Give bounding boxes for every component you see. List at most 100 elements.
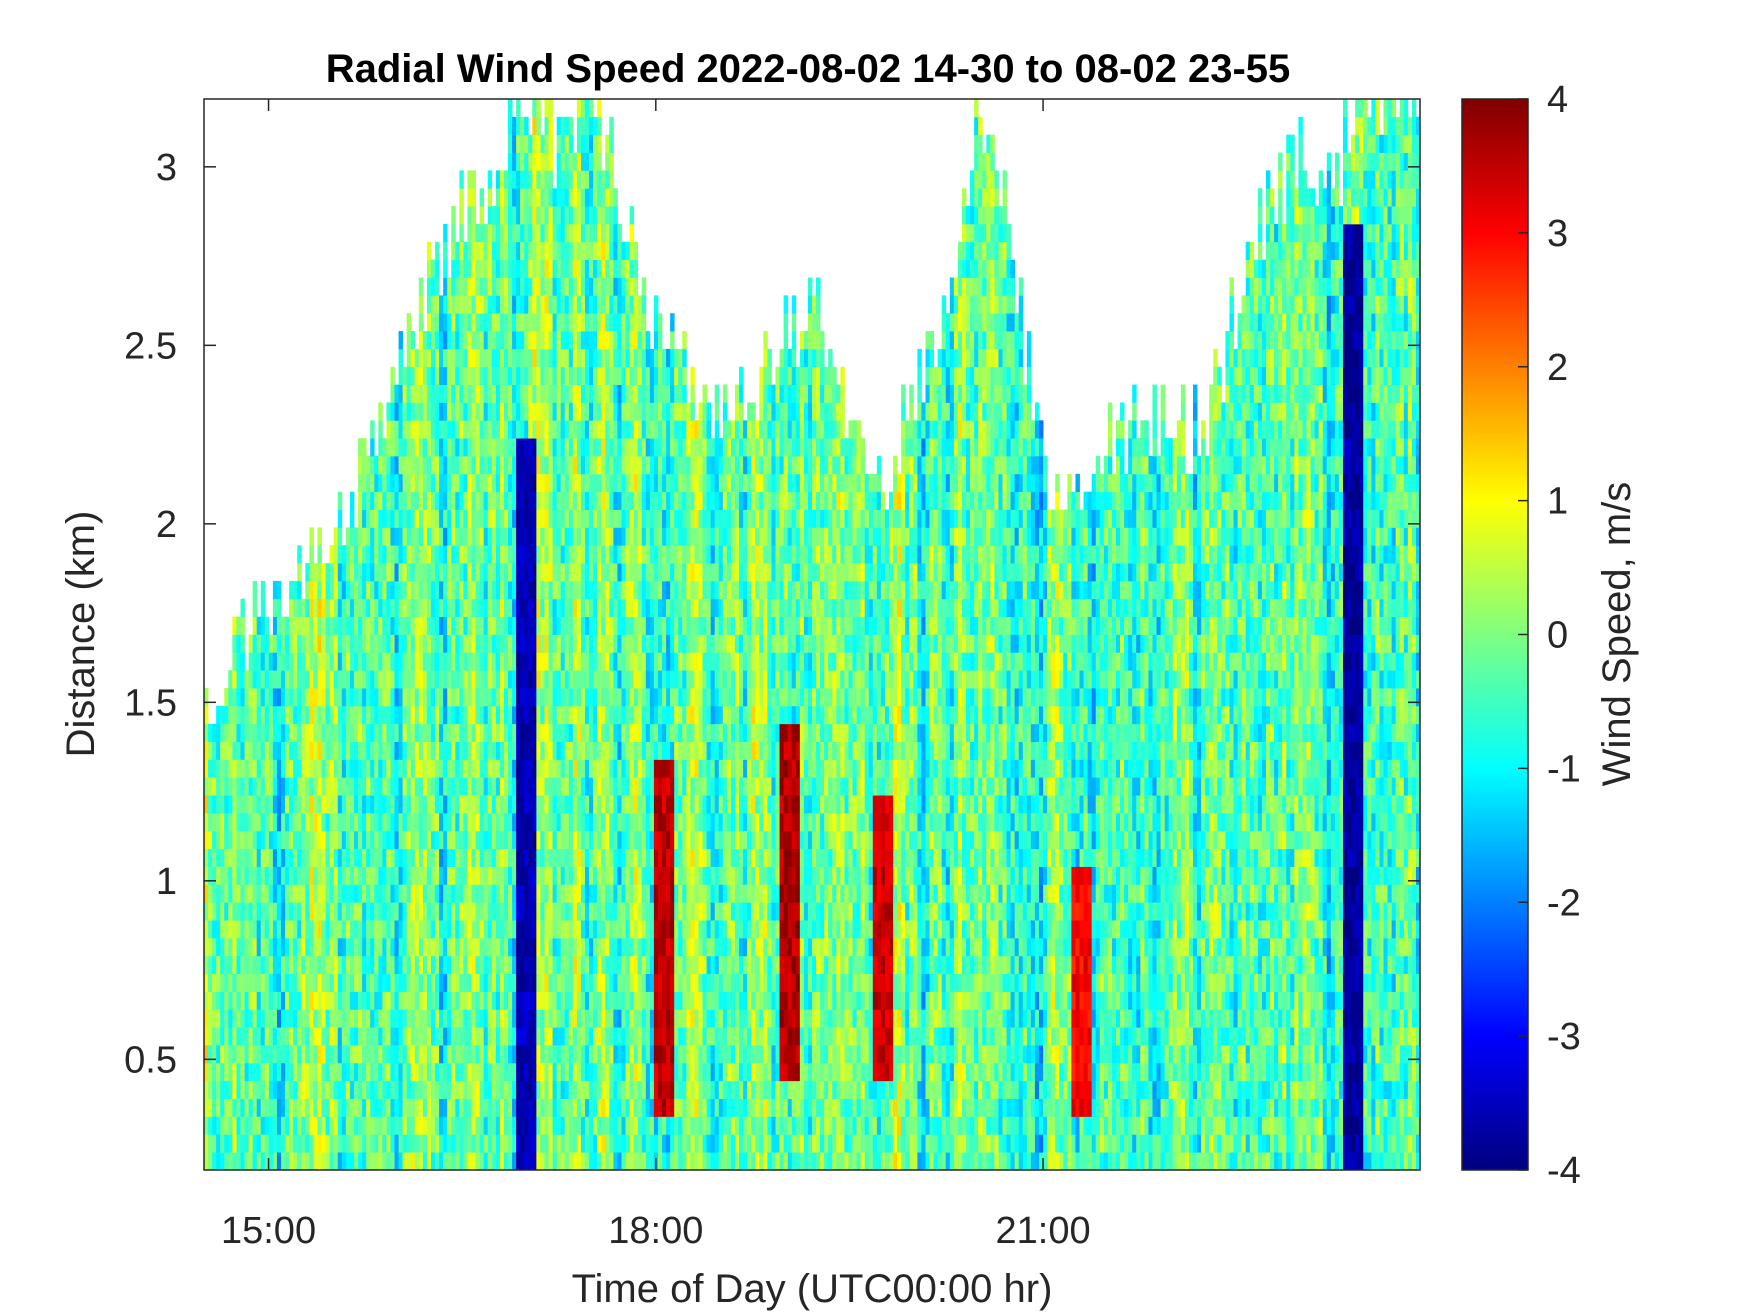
heatmap-cell — [576, 955, 582, 975]
heatmap-cell — [556, 545, 562, 564]
heatmap-cell — [641, 384, 647, 403]
heatmap-cell — [508, 795, 513, 814]
heatmap-cell — [333, 652, 339, 671]
heatmap-cell — [301, 1027, 306, 1046]
heatmap-cell — [293, 955, 298, 975]
heatmap-cell — [544, 1062, 549, 1082]
heatmap-cell — [418, 884, 424, 903]
heatmap-cell — [580, 1134, 586, 1153]
heatmap-cell — [260, 1080, 266, 1099]
heatmap-cell — [272, 866, 278, 885]
heatmap-cell — [463, 366, 468, 385]
heatmap-cell — [613, 634, 618, 653]
heatmap-cell — [382, 813, 387, 832]
heatmap-cell — [524, 509, 529, 528]
heatmap-cell — [228, 884, 233, 903]
heatmap-cell — [410, 456, 416, 475]
heatmap-cell — [443, 1080, 448, 1099]
heatmap-cell — [459, 848, 464, 867]
heatmap-cell — [568, 955, 574, 975]
heatmap-cell — [568, 670, 574, 689]
heatmap-cell — [329, 920, 335, 939]
heatmap-cell — [629, 277, 635, 296]
heatmap-cell — [621, 616, 626, 635]
heatmap-cell — [508, 473, 513, 493]
heatmap-cell — [548, 527, 553, 546]
heatmap-cell — [435, 1027, 440, 1046]
heatmap-cell — [305, 991, 310, 1010]
heatmap-cell — [260, 955, 266, 975]
heatmap-cell — [329, 777, 335, 796]
heatmap-cell — [467, 955, 472, 975]
heatmap-cell — [451, 830, 456, 850]
heatmap-cell — [471, 723, 476, 742]
heatmap-cell — [593, 491, 598, 510]
heatmap-cell — [406, 1045, 412, 1064]
heatmap-cell — [548, 277, 553, 296]
heatmap-cell — [455, 1152, 460, 1171]
heatmap-cell — [276, 580, 282, 600]
heatmap-cell — [345, 1027, 351, 1046]
heatmap-cell — [524, 830, 529, 850]
heatmap-cell — [572, 866, 578, 885]
heatmap-cell — [475, 937, 481, 957]
heatmap-cell — [305, 1152, 310, 1171]
heatmap-cell — [232, 652, 237, 671]
heatmap-cell — [487, 188, 493, 207]
heatmap-cell — [593, 884, 598, 903]
heatmap-cell — [285, 1116, 290, 1135]
heatmap-cell — [374, 527, 379, 546]
heatmap-cell — [528, 259, 533, 278]
heatmap-cell — [358, 438, 363, 457]
heatmap-cell — [467, 920, 472, 939]
heatmap-cell — [617, 652, 622, 671]
heatmap-cell — [459, 1009, 464, 1028]
heatmap-cell — [540, 348, 545, 368]
heatmap-cell — [216, 920, 221, 939]
heatmap-cell — [435, 241, 440, 261]
heatmap-cell — [564, 545, 570, 564]
heatmap-cell — [386, 438, 391, 457]
heatmap-cell — [208, 884, 213, 903]
heatmap-cell — [317, 902, 322, 921]
heatmap-cell — [589, 1134, 594, 1153]
heatmap-cell — [471, 991, 476, 1010]
heatmap-cell — [552, 937, 558, 957]
heatmap-cell — [353, 705, 359, 725]
heatmap-cell — [224, 884, 229, 903]
heatmap-cell — [317, 830, 322, 850]
heatmap-cell — [293, 866, 298, 885]
heatmap-cell — [613, 795, 618, 814]
heatmap-cell — [633, 545, 639, 564]
heatmap-cell — [605, 1080, 610, 1099]
heatmap-cell — [572, 884, 578, 903]
heatmap-cell — [406, 1062, 412, 1082]
heatmap-cell — [451, 884, 456, 903]
heatmap-cell — [248, 937, 254, 957]
heatmap-cell — [601, 830, 606, 850]
heatmap-cell — [281, 670, 286, 689]
heatmap-cell — [613, 973, 618, 992]
heatmap-cell — [366, 1116, 371, 1135]
heatmap-cell — [366, 955, 371, 975]
heatmap-cell — [564, 366, 570, 385]
heatmap-cell — [645, 1152, 651, 1171]
heatmap-cell — [443, 759, 448, 778]
heatmap-cell — [483, 705, 489, 725]
heatmap-cell — [536, 134, 541, 153]
heatmap-cell — [556, 705, 562, 725]
heatmap-cell — [260, 1116, 266, 1135]
heatmap-cell — [637, 473, 643, 493]
heatmap-cell — [240, 616, 245, 635]
heatmap-cell — [601, 866, 606, 885]
heatmap-cell — [637, 384, 643, 403]
heatmap-cell — [374, 813, 379, 832]
heatmap-cell — [617, 509, 622, 528]
heatmap-cell — [443, 741, 448, 760]
heatmap-cell — [248, 955, 254, 975]
heatmap-cell — [317, 616, 322, 635]
heatmap-cell — [625, 366, 630, 385]
heatmap-cell — [289, 795, 294, 814]
heatmap-cell — [451, 348, 456, 368]
heatmap-cell — [508, 580, 513, 600]
